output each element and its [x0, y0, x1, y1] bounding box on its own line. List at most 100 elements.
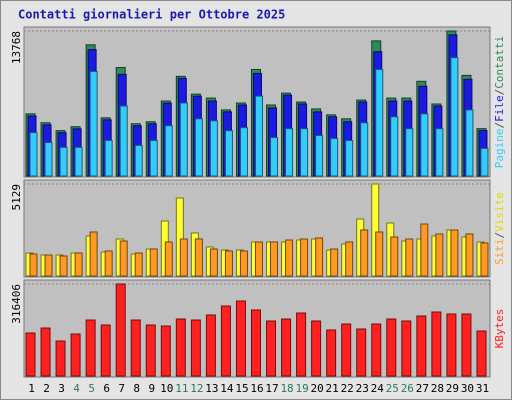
bar	[270, 137, 279, 177]
bar	[224, 130, 233, 177]
bar	[435, 233, 444, 277]
x-tick-label: 25	[386, 382, 399, 395]
bar	[285, 128, 294, 177]
x-tick-label: 20	[311, 382, 324, 395]
bar	[431, 311, 442, 377]
bar	[40, 327, 51, 377]
bar	[281, 318, 292, 377]
legend-entry: Siti	[493, 238, 506, 265]
x-tick-label: 11	[175, 382, 188, 395]
bar	[461, 313, 472, 377]
bar	[59, 146, 68, 177]
x-tick-label: 14	[220, 382, 234, 395]
bar	[194, 118, 203, 177]
bar	[356, 328, 367, 377]
bar	[119, 240, 128, 277]
bar	[179, 238, 188, 277]
bar	[345, 241, 354, 277]
y-tick-label: 13768	[10, 31, 23, 64]
bar	[55, 340, 66, 377]
legend-separator: /	[493, 122, 506, 129]
bar	[235, 300, 246, 377]
bar	[300, 128, 309, 177]
legend-separator: /	[493, 89, 506, 96]
bar	[89, 70, 98, 177]
x-tick-label: 23	[356, 382, 369, 395]
bar	[104, 250, 113, 277]
bar	[179, 102, 188, 177]
bar	[465, 233, 474, 277]
bar	[420, 113, 429, 177]
x-tick-label: 31	[476, 382, 489, 395]
bar	[390, 116, 399, 177]
x-tick-label: 1	[28, 382, 35, 395]
bar	[371, 323, 382, 377]
bar	[254, 95, 263, 177]
bar	[149, 248, 158, 277]
bar	[164, 125, 173, 177]
bar	[205, 314, 216, 377]
bar	[29, 132, 38, 177]
x-tick-label: 28	[431, 382, 444, 395]
x-tick-label: 9	[148, 382, 155, 395]
x-tick-label: 24	[371, 382, 385, 395]
x-tick-label: 13	[205, 382, 218, 395]
bar	[224, 250, 233, 277]
x-tick-label: 16	[250, 382, 263, 395]
x-tick-label: 26	[401, 382, 414, 395]
bar	[74, 146, 83, 177]
bar	[330, 138, 339, 177]
x-tick-label: 3	[58, 382, 65, 395]
bar	[100, 324, 111, 377]
legend-entry: File	[493, 95, 506, 122]
bar	[104, 139, 113, 177]
x-tick-label: 29	[446, 382, 459, 395]
x-tick-label: 2	[43, 382, 50, 395]
bar	[175, 318, 186, 377]
bar	[270, 241, 279, 277]
bar	[190, 319, 201, 377]
bar	[315, 237, 324, 277]
legend: Pagine/File/Contatti	[493, 36, 506, 168]
bar	[375, 68, 384, 177]
bar	[44, 254, 53, 277]
legend-entry: Contatti	[493, 36, 506, 89]
bar	[296, 312, 307, 377]
bar	[119, 105, 128, 177]
bar	[401, 320, 412, 377]
x-tick-label: 17	[265, 382, 278, 395]
bar	[134, 144, 143, 177]
bar	[330, 248, 339, 277]
bar	[239, 250, 248, 277]
x-tick-label: 27	[416, 382, 429, 395]
bar	[480, 147, 489, 177]
bar	[209, 248, 218, 277]
x-tick-label: 8	[133, 382, 140, 395]
bar	[465, 109, 474, 177]
bar	[254, 241, 263, 277]
bar	[446, 313, 457, 377]
legend: KBytes	[493, 309, 506, 349]
bar	[209, 120, 218, 177]
bar	[420, 223, 429, 277]
bar	[405, 128, 414, 177]
bar	[375, 231, 384, 277]
bar	[250, 309, 261, 377]
bar	[164, 241, 173, 277]
bar	[115, 283, 126, 377]
legend: Siti/Visite	[493, 192, 506, 265]
bar	[70, 333, 81, 377]
bar	[130, 319, 141, 377]
bar	[311, 320, 322, 377]
bar	[480, 242, 489, 277]
bar	[285, 239, 294, 277]
bar	[476, 330, 487, 377]
bar	[416, 315, 427, 377]
bar	[435, 128, 444, 177]
bar	[149, 139, 158, 177]
x-tick-label: 30	[461, 382, 474, 395]
legend-entry: Visite	[493, 192, 506, 232]
x-tick-label: 12	[190, 382, 203, 395]
bar	[59, 255, 68, 277]
